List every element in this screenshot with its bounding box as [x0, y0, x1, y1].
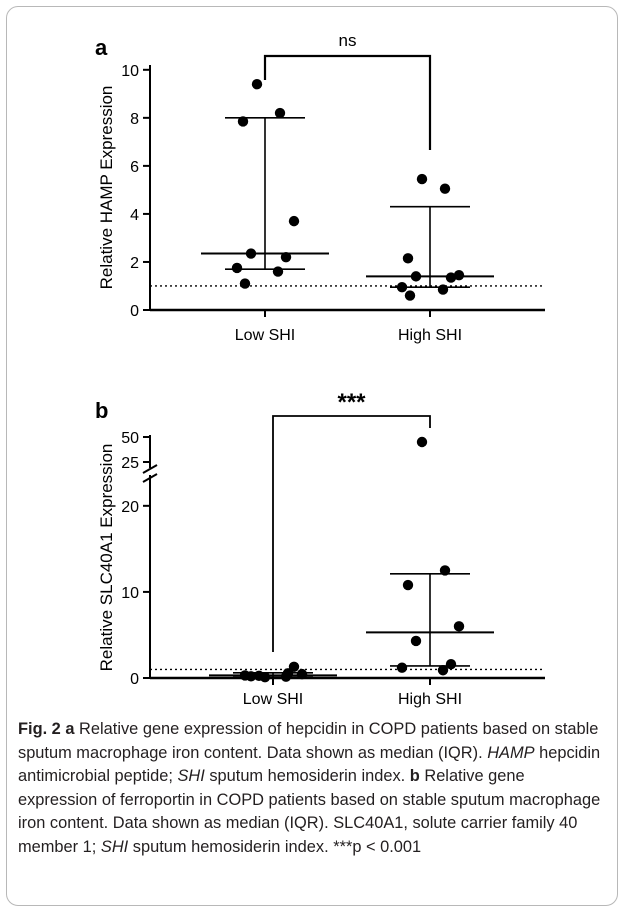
y-tick-label: 20: [121, 499, 139, 516]
caption-text: sputum hemosiderin index. ***p < 0.001: [128, 837, 422, 856]
data-point: [245, 248, 257, 259]
significance-bracket: [263, 54, 432, 150]
significance-label: ns: [339, 31, 357, 50]
y-tick-label: 2: [130, 255, 139, 272]
y-tick-label: 10: [121, 63, 139, 80]
data-point: [453, 269, 465, 281]
data-point: [288, 215, 300, 227]
caption-text: Relative gene expression of ferroportin …: [18, 767, 601, 856]
caption-text: Relative gene expression of hepcidin in …: [18, 720, 599, 762]
y-tick-label: 6: [130, 159, 139, 176]
data-point: [231, 262, 243, 274]
panel-label: b: [95, 398, 108, 423]
data-point: [410, 635, 422, 647]
data-point: [439, 183, 451, 194]
y-axis-label: Relative HAMP Expression: [97, 86, 116, 290]
data-point: [404, 290, 416, 301]
data-point: [280, 671, 292, 682]
y-tick-label: 4: [130, 207, 139, 224]
data-point: [453, 621, 465, 632]
figure-frame: [6, 6, 618, 906]
data-point: [296, 668, 308, 680]
y-tick-label: 0: [130, 671, 139, 688]
data-point: [280, 251, 292, 263]
x-tick-label: Low SHI: [243, 691, 303, 708]
data-point: [437, 284, 449, 295]
significance-label: ***: [337, 389, 366, 416]
y-tick-label: 10: [121, 585, 139, 602]
panel-label: a: [95, 35, 108, 60]
data-point: [251, 79, 263, 90]
y-tick-label: 8: [130, 111, 139, 128]
data-point: [402, 579, 414, 591]
caption-text: hepcidin antimicrobial peptide;: [18, 743, 601, 786]
caption-abbr: HAMP: [487, 743, 535, 762]
x-tick-label: Low SHI: [235, 327, 295, 344]
y-axis-label: Relative SLC40A1 Expression: [97, 444, 116, 672]
data-point: [437, 665, 449, 676]
data-point: [274, 107, 286, 119]
axis-break-mark: [142, 473, 158, 483]
data-point: [410, 271, 422, 282]
significance-bracket: [272, 415, 431, 652]
data-point: [237, 116, 249, 127]
axis-break-mark: [142, 464, 158, 474]
caption-text: sputum hemosiderin index.: [204, 767, 410, 785]
data-point: [396, 281, 408, 293]
data-point: [288, 661, 300, 673]
data-point: [416, 436, 428, 448]
caption-panel-a: a: [65, 720, 75, 738]
caption-abbr: SHI: [177, 767, 205, 785]
data-point: [272, 266, 284, 277]
caption-panel-b: b: [409, 767, 420, 785]
y-tick-label: 0: [130, 303, 139, 320]
data-point: [445, 272, 457, 283]
x-tick-label: High SHI: [398, 327, 462, 344]
y-tick-label: 50: [121, 430, 139, 447]
data-point: [253, 670, 265, 682]
y-tick-label: 25: [121, 455, 139, 472]
data-point: [445, 659, 457, 670]
caption-figure-label: Fig. 2: [18, 720, 61, 738]
data-point: [239, 670, 251, 681]
x-tick-label: High SHI: [398, 691, 462, 708]
data-point: [396, 662, 408, 673]
data-point: [439, 565, 451, 576]
caption-abbr: SHI: [100, 837, 129, 856]
data-point: [239, 278, 251, 289]
data-point: [416, 173, 428, 185]
data-point: [402, 253, 414, 264]
figure-caption: Fig. 2 a Relative gene expression of hep…: [18, 718, 608, 859]
